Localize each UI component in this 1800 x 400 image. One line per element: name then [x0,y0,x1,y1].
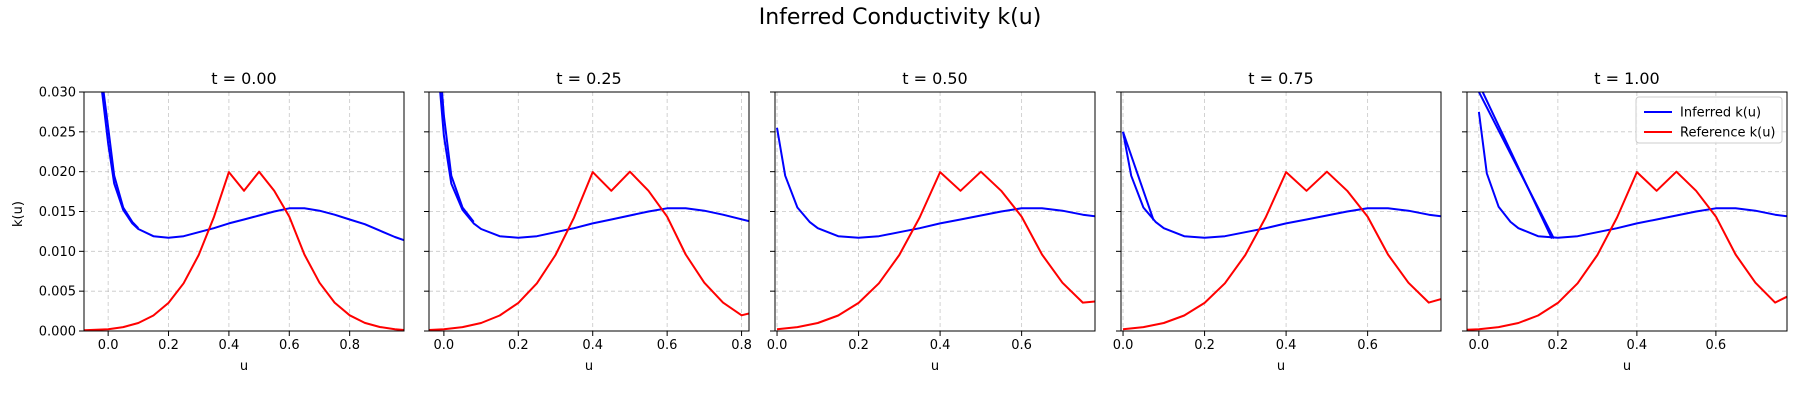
series-group [1122,131,1441,331]
inferred-k-line [1481,92,1553,240]
series-group [84,92,404,331]
x-tick-label: 0.4 [219,338,240,353]
panel-title: t = 0.75 [1248,69,1313,88]
x-tick-label: 0.0 [1113,338,1134,353]
x-tick-label: 0.0 [1469,338,1490,353]
chart-panel-4: 0.0 0.2 0.4 0.6 t = 1.00 u Inferred k(u) Refere… [1462,69,1788,374]
series-group [1467,92,1787,331]
x-tick-label: 0.2 [1194,338,1215,353]
x-tick-label: 0.6 [1011,338,1032,353]
x-axis-label: u [585,359,593,374]
y-tick-label: 0.025 [39,125,76,140]
inferred-k-line [1122,131,1155,221]
legend-box [1635,96,1783,144]
x-tick-label: 0.2 [508,338,529,353]
figure-title: Inferred Conductivity k(u) [759,5,1042,30]
legend: Inferred k(u) Reference k(u) [1635,96,1783,144]
x-tick-label: 0.6 [1357,338,1378,353]
axes-frame [774,91,1096,332]
axes-frame [1120,91,1442,332]
x-tick-label: 0.6 [1706,338,1727,353]
reference-k-line [1122,170,1441,331]
x-tick-label: 0.0 [98,338,119,353]
y-tick-label: 0.030 [39,86,76,101]
chart-panel-3: 0.0 0.2 0.4 0.6 t = 0.75 u [1113,69,1442,374]
y-axis-label: k(u) [11,201,26,227]
x-tick-label: 0.4 [930,338,951,353]
panel-title: t = 0.00 [211,69,276,88]
reference-k-line [1467,170,1787,331]
x-axis-label: u [1277,359,1285,374]
x-tick-label: 0.8 [731,338,752,353]
panel-title: t = 0.50 [902,69,967,88]
x-tick-label: 0.2 [158,338,179,353]
reference-k-line [84,170,404,331]
axes-frame [428,91,750,332]
y-tick-label: 0.010 [39,245,76,260]
chart-panels: 0.0 0.2 0.4 0.6 0.8 0.000 0.005 0.010 0.015 0.020… [39,69,1788,374]
x-axis-label: u [931,359,939,374]
panel-title: t = 1.00 [1594,69,1659,88]
x-tick-label: 0.8 [339,338,360,353]
panel-title: t = 0.25 [556,69,621,88]
x-tick-label: 0.0 [767,338,788,353]
inferred-k-line [102,92,140,229]
chart-panel-1: 0.0 0.2 0.4 0.6 0.8 t = 0.25 u [424,69,752,374]
x-tick-label: 0.0 [434,338,455,353]
y-tick-label: 0.020 [39,165,76,180]
y-tick-label: 0.005 [39,285,76,300]
inferred-k-line [1122,131,1441,239]
chart-panel-2: 0.0 0.2 0.4 0.6 t = 0.50 u [767,69,1096,374]
series-group [429,92,749,331]
inferred-k-line [441,92,475,223]
reference-k-line [429,170,749,331]
x-tick-label: 0.6 [279,338,300,353]
series-group [776,127,1095,331]
x-tick-label: 0.2 [848,338,869,353]
axes-frame [83,91,405,332]
inferred-k-line [101,92,404,242]
legend-inferred-label: Inferred k(u) [1680,106,1761,121]
x-tick-label: 0.6 [657,338,678,353]
x-axis-label: u [1623,359,1631,374]
reference-k-line [776,170,1095,331]
inferred-k-line [1477,111,1787,239]
inferred-k-line [776,127,1095,239]
inferred-k-line [439,92,749,239]
y-tick-label: 0.015 [39,205,76,220]
x-axis-label: u [240,359,248,374]
chart-panel-0: 0.0 0.2 0.4 0.6 0.8 0.000 0.005 0.010 0.015 0.020… [39,69,405,374]
y-tick-label: 0.000 [39,325,76,340]
x-tick-label: 0.2 [1548,338,1569,353]
x-tick-label: 0.4 [1627,338,1648,353]
x-tick-label: 0.4 [582,338,603,353]
x-tick-label: 0.4 [1276,338,1297,353]
legend-reference-label: Reference k(u) [1680,126,1776,141]
